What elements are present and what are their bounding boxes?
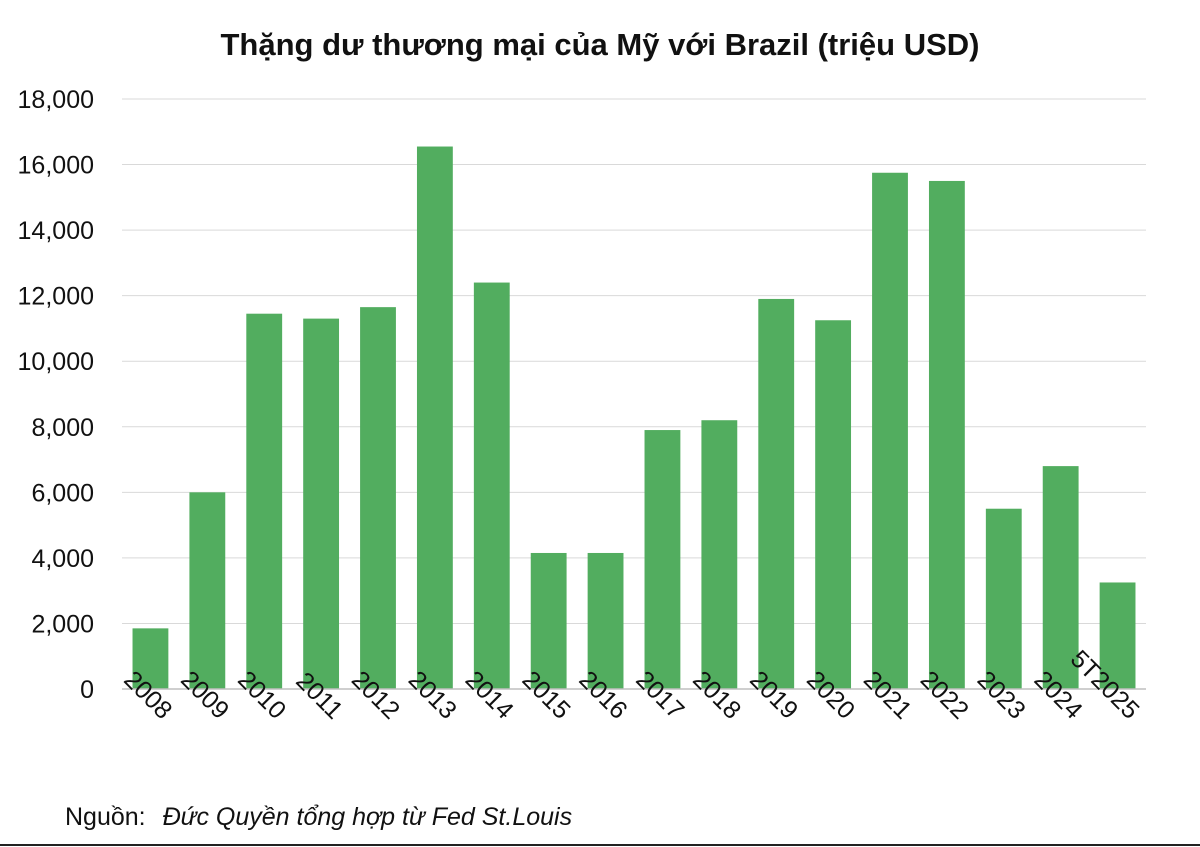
bar-2014 xyxy=(473,282,510,689)
bar-2008 xyxy=(132,628,169,689)
gridlines xyxy=(122,98,1146,624)
bar-2011 xyxy=(303,318,340,689)
bar-2010 xyxy=(246,313,283,689)
y-tick-label: 2,000 xyxy=(31,610,94,638)
bar-5T2025 xyxy=(1099,582,1136,689)
y-tick-label: 8,000 xyxy=(31,414,94,442)
y-tick-label: 10,000 xyxy=(18,348,94,376)
y-tick-label: 18,000 xyxy=(18,86,94,114)
y-tick-label: 4,000 xyxy=(31,545,94,573)
bar-2018 xyxy=(701,420,738,689)
bar-2017 xyxy=(644,430,681,689)
bar-2023 xyxy=(985,508,1022,689)
bar-2022 xyxy=(928,180,965,689)
bar-2013 xyxy=(416,146,453,689)
bar-2024 xyxy=(1042,466,1079,689)
chart-title: Thặng dư thương mại của Mỹ với Brazil (t… xyxy=(221,27,980,62)
y-tick-label: 0 xyxy=(80,676,94,704)
source-label: Nguồn: xyxy=(65,803,146,831)
y-axis-tick-labels: 0 2,000 4,000 6,000 8,000 10,000 12,000 14,000 1… xyxy=(18,86,94,704)
y-tick-label: 12,000 xyxy=(18,283,94,311)
bar-2019 xyxy=(758,298,795,689)
bars xyxy=(132,146,1136,689)
y-tick-label: 6,000 xyxy=(31,479,94,507)
bar-2015 xyxy=(530,552,567,689)
bar-2021 xyxy=(872,172,908,689)
bar-2016 xyxy=(587,552,624,689)
bar-2009 xyxy=(189,492,226,689)
source-text: Đức Quyền tổng hợp từ Fed St.Louis xyxy=(163,803,573,831)
bar-2020 xyxy=(815,320,852,689)
source-note: Nguồn: Đức Quyền tổng hợp từ Fed St.Loui… xyxy=(65,803,572,831)
y-tick-label: 14,000 xyxy=(18,217,94,245)
y-tick-label: 16,000 xyxy=(18,152,94,180)
bar-2012 xyxy=(360,307,396,689)
